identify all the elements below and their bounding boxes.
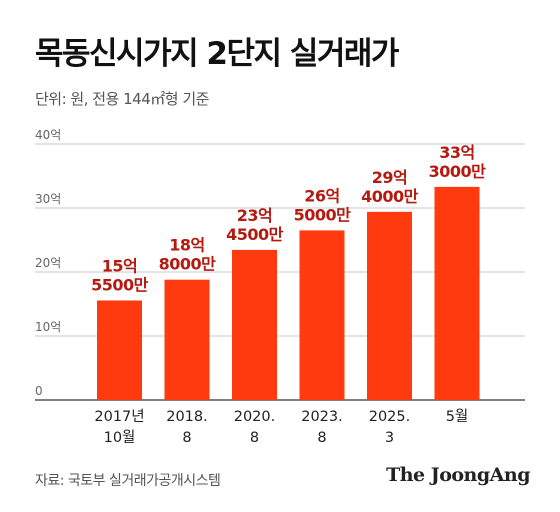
y-tick-label: 40억 — [35, 128, 61, 142]
source-note: 자료: 국토부 실거래가공개시스템 — [35, 473, 221, 489]
unit-note: 단위: 원, 전용 144㎡형 기준 — [35, 90, 209, 108]
data-label: 33억 3000만 — [429, 143, 487, 181]
x-tick-label: 2023. 8 — [301, 409, 343, 446]
data-label: 15억 5500만 — [91, 256, 149, 294]
data-label: 29억 4000만 — [361, 168, 419, 206]
bar — [299, 230, 345, 400]
bar — [434, 186, 480, 400]
x-tick-label: 2020. 8 — [234, 409, 276, 446]
bar — [97, 300, 142, 400]
data-label: 26억 5000만 — [294, 186, 352, 224]
chart-title: 목동신시가지 2단지 실거래가 — [35, 36, 399, 72]
data-label: 18억 8000만 — [159, 236, 217, 274]
bar — [367, 211, 412, 400]
y-tick-label: 0 — [35, 384, 43, 398]
y-tick-label: 10억 — [35, 320, 61, 334]
x-tick-label: 2025. 3 — [369, 409, 411, 446]
x-tick-label: 5월 — [446, 408, 469, 425]
y-tick-label: 30억 — [35, 192, 61, 206]
bar — [164, 279, 210, 400]
bar — [232, 249, 277, 400]
y-tick-label: 20억 — [35, 256, 61, 270]
brand-logo: The JoongAng — [386, 464, 530, 486]
x-tick-label: 2017년 10월 — [94, 408, 144, 446]
x-tick-label: 2018. 8 — [166, 409, 208, 446]
data-label: 23억 4500만 — [226, 206, 284, 244]
